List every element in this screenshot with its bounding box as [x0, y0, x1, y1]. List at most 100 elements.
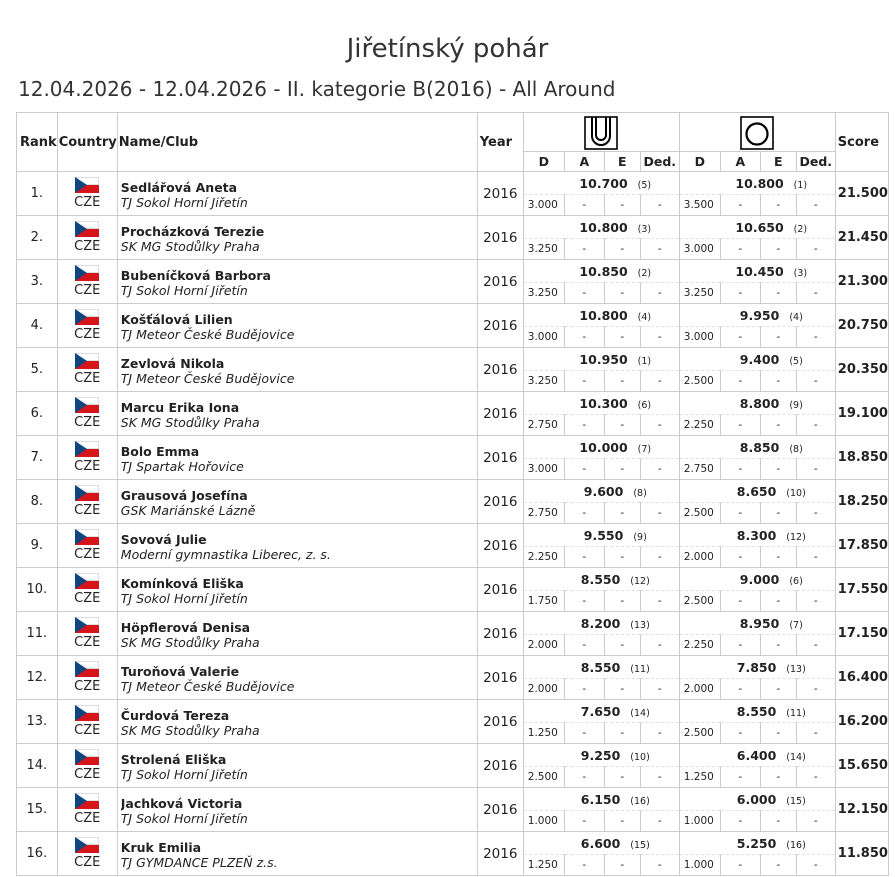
app1-score-cell: 9.550 (9) [522, 523, 680, 547]
app2-a-value: - [719, 810, 761, 832]
gymnast-name: Kruk Emilia [120, 840, 202, 855]
total-score: 16.400 [834, 655, 889, 700]
name-club-cell: Jachková Victoria TJ Sokol Horní Jiřetín [116, 787, 478, 832]
app2-d-value: 1.000 [678, 854, 721, 876]
table-row: 14. CZE Strolená Eliška TJ Sokol Horní Jiře… [16, 743, 889, 788]
rank-cell: 1. [16, 171, 58, 216]
table-row: 13. CZE Čurdová Tereza SK MG Stodůlky Praha… [16, 699, 889, 744]
year-cell: 2016 [476, 787, 524, 832]
app2-a-value: - [719, 326, 761, 348]
app1-e-value: - [603, 414, 641, 436]
app2-a-value: - [719, 766, 761, 788]
app2-ded-value: - [795, 238, 836, 260]
app1-rank: (9) [633, 531, 647, 543]
gymnast-name: Komínková Eliška [120, 576, 244, 591]
app1-score-cell: 8.550 (11) [522, 655, 680, 679]
app1-ded-value: - [639, 810, 680, 832]
rank-cell: 2. [16, 215, 58, 260]
app1-score-cell: 9.600 (8) [522, 479, 680, 503]
table-row: 7. CZE Bolo Emma TJ Spartak Hořovice 2016 10.… [16, 435, 889, 480]
name-club-cell: Čurdová Tereza SK MG Stodůlky Praha [116, 699, 478, 744]
rank-cell: 6. [16, 391, 58, 436]
app1-a-value: - [563, 722, 605, 744]
club-name: SK MG Stodůlky Praha [120, 239, 260, 254]
czech-flag-icon [75, 529, 100, 545]
app1-ded-value: - [639, 326, 680, 348]
app1-a-value: - [563, 766, 605, 788]
app2-score-cell: 8.550 (11) [678, 699, 836, 723]
name-club-header: Name/Club [116, 112, 478, 172]
app2-score: 10.450 [735, 263, 784, 279]
table-row: 15. CZE Jachková Victoria TJ Sokol Horní Ji… [16, 787, 889, 832]
country-code: CZE [74, 591, 101, 606]
app1-d-header: D [522, 151, 565, 172]
app1-a-value: - [563, 502, 605, 524]
app1-ded-value: - [639, 458, 680, 480]
app2-score-cell: 9.950 (4) [678, 303, 836, 327]
app1-a-value: - [563, 458, 605, 480]
name-club-cell: Kruk Emilia TJ GYMDANCE PLZEŇ z.s. [116, 831, 478, 876]
app2-d-header: D [678, 151, 721, 172]
app1-a-value: - [563, 854, 605, 876]
ball-in-frame-icon [740, 116, 775, 150]
app1-score-cell: 8.550 (12) [522, 567, 680, 591]
czech-flag-icon [75, 221, 100, 237]
app1-score: 7.650 [580, 703, 621, 719]
app1-e-value: - [603, 590, 641, 612]
name-club-cell: Bubeníčková Barbora TJ Sokol Horní Jiřetí… [116, 259, 478, 304]
app2-rank: (12) [786, 531, 806, 543]
rank-cell: 5. [16, 347, 58, 392]
app2-score-cell: 8.950 (7) [678, 611, 836, 635]
app1-score-cell: 10.700 (5) [522, 171, 680, 195]
app2-a-value: - [719, 194, 761, 216]
rank-cell: 8. [16, 479, 58, 524]
app2-e-value: - [759, 458, 797, 480]
app2-a-value: - [719, 458, 761, 480]
rank-cell: 3. [16, 259, 58, 304]
gymnast-name: Marcu Erika Iona [120, 400, 240, 415]
table-row: 3. CZE Bubeníčková Barbora TJ Sokol Horní J… [16, 259, 889, 304]
country-code: CZE [74, 195, 101, 210]
app1-a-value: - [563, 326, 605, 348]
app2-e-value: - [759, 722, 797, 744]
year-cell: 2016 [476, 391, 524, 436]
app1-rank: (10) [630, 751, 650, 763]
app1-rank: (15) [630, 839, 650, 851]
country-cell: CZE [56, 523, 118, 568]
app2-score: 8.550 [736, 703, 777, 719]
gymnast-name: Turoňová Valerie [120, 664, 240, 679]
app1-rank: (14) [630, 707, 650, 719]
year-cell: 2016 [476, 259, 524, 304]
app1-e-header: E [603, 151, 641, 172]
club-name: SK MG Stodůlky Praha [120, 723, 260, 738]
table-row: 6. CZE Marcu Erika Iona SK MG Stodůlky Prah… [16, 391, 889, 436]
app2-a-header: A [719, 151, 761, 172]
app1-score-cell: 10.800 (3) [522, 215, 680, 239]
app2-e-value: - [759, 238, 797, 260]
app1-rank: (13) [630, 619, 650, 631]
app1-a-value: - [563, 634, 605, 656]
app2-a-value: - [719, 370, 761, 392]
app2-rank: (13) [786, 663, 806, 675]
club-name: TJ Sokol Horní Jiřetín [120, 195, 248, 210]
app2-a-value: - [719, 282, 761, 304]
country-cell: CZE [56, 479, 118, 524]
app2-ded-header: Ded. [795, 151, 836, 172]
table-row-detail: 2.000- - -2.000- - - [17, 678, 889, 700]
app2-rank: (1) [793, 179, 808, 191]
app2-ded-value: - [795, 370, 836, 392]
app1-a-value: - [563, 678, 605, 700]
page-title: Jiřetínský pohár [346, 34, 549, 64]
year-header: Year [476, 112, 524, 172]
app1-ded-value: - [639, 194, 680, 216]
app1-d-value: 2.000 [522, 634, 565, 656]
table-row-detail: 1.250- - -1.000- - - [17, 854, 889, 876]
table-row: 9. CZE Sovová Julie Moderní gymnastika Libe… [16, 523, 889, 568]
app2-e-value: - [759, 326, 797, 348]
club-name: TJ GYMDANCE PLZEŇ z.s. [120, 855, 278, 870]
app2-e-value: - [759, 810, 797, 832]
app1-ded-value: - [639, 282, 680, 304]
app2-ded-value: - [795, 326, 836, 348]
app2-rank: (6) [789, 575, 803, 587]
gymnast-name: Höpflerová Denisa [120, 620, 251, 635]
